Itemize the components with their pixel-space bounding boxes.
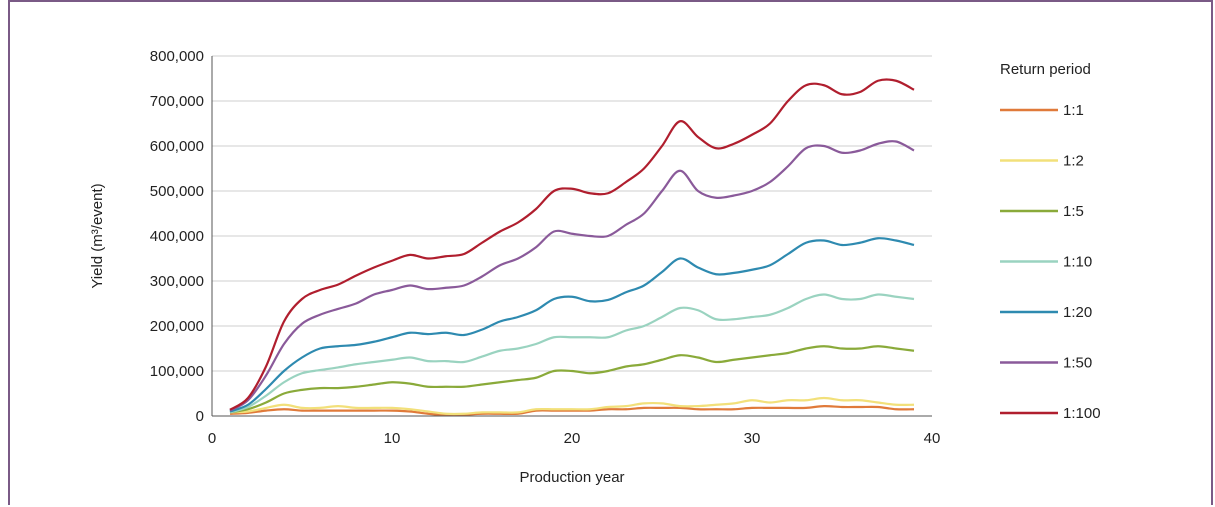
series-line-1-2 <box>229 396 915 416</box>
x-tick-label: 10 <box>384 430 401 447</box>
grid-lines <box>212 55 932 372</box>
y-tick-label: 0 <box>196 408 204 425</box>
legend-label: 1:50 <box>1063 355 1092 372</box>
legend-label: 1:10 <box>1063 254 1092 271</box>
axes <box>211 56 932 417</box>
x-axis-title: Production year <box>519 469 624 486</box>
y-tick-label: 600,000 <box>150 138 204 155</box>
series-line-1-50 <box>229 140 915 412</box>
y-tick-label: 800,000 <box>150 48 204 65</box>
y-tick-label: 500,000 <box>150 183 204 200</box>
x-tick-label: 20 <box>564 430 581 447</box>
legend-title: Return period <box>1000 61 1091 78</box>
y-tick-label: 300,000 <box>150 273 204 290</box>
x-tick-label: 40 <box>924 430 941 447</box>
legend-label: 1:20 <box>1063 304 1092 321</box>
y-tick-label: 200,000 <box>150 318 204 335</box>
series-line-1-10 <box>229 293 915 414</box>
legend: 1:1 1:2 1:5 1:10 1:20 1:50 1:100 <box>1000 102 1101 422</box>
x-tick-labels: 0 10 20 30 40 <box>208 430 941 447</box>
x-tick-label: 30 <box>744 430 761 447</box>
series-line-1-20 <box>229 237 915 413</box>
series-line-1-5 <box>229 345 915 414</box>
figure-frame <box>8 0 1213 505</box>
y-tick-label: 400,000 <box>150 228 204 245</box>
y-tick-label: 700,000 <box>150 93 204 110</box>
series-lines <box>229 78 915 417</box>
x-tick-label: 0 <box>208 430 216 447</box>
series-line-1-1 <box>229 404 915 417</box>
legend-label: 1:100 <box>1063 405 1101 422</box>
legend-label: 1:2 <box>1063 153 1084 170</box>
y-tick-label: 100,000 <box>150 363 204 380</box>
legend-label: 1:1 <box>1063 102 1084 119</box>
y-tick-labels: 0 100,000 200,000 300,000 400,000 500,000 600,… <box>150 48 204 425</box>
legend-label: 1:5 <box>1063 203 1084 220</box>
series-line-1-100 <box>229 78 915 411</box>
y-axis-title: Yield (m³/event) <box>89 183 106 288</box>
